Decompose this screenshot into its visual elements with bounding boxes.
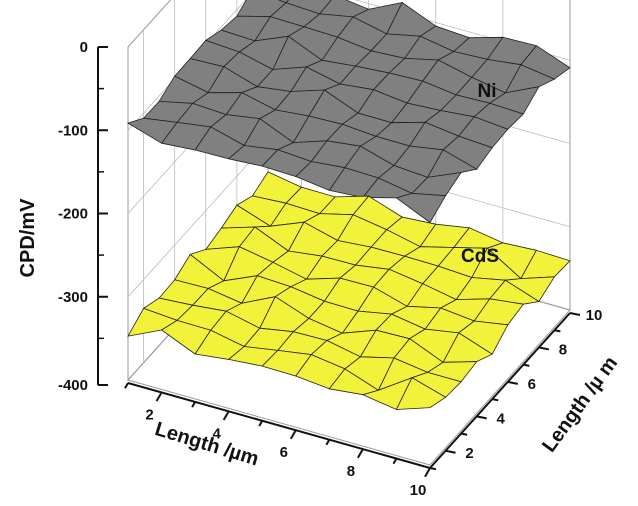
y-tick [476,415,487,420]
y-tick-label: 4 [496,410,505,427]
x-tick [357,448,364,459]
y-tick-label: 6 [528,376,536,393]
y-tick-label: 8 [559,341,567,358]
x-tick [325,439,331,446]
x-axis-line [127,382,431,469]
y-tick [492,398,499,402]
z-axis-title: CPD/mV [17,198,39,278]
series-label-cds: CdS [461,246,499,267]
x-axis-title: Length /µm [152,418,261,470]
x-tick [155,391,163,402]
x-tick [424,467,431,478]
z-tick-label: 0 [80,39,88,56]
x-tick-label: 8 [347,463,355,480]
y-tick [538,346,550,351]
surface-cell [395,377,447,410]
y-tick [429,467,437,471]
y-tick [445,449,456,454]
x-tick [392,458,398,465]
x-tick-label: 2 [145,406,153,423]
series-label-ni: Ni [478,81,497,102]
x-tick [222,410,230,421]
surface-cell [395,192,447,224]
y-tick [569,312,581,316]
y-tick [554,329,561,333]
z-tick-label: -300 [58,289,88,306]
y-tick [523,363,530,367]
z-tick-label: -100 [58,122,88,139]
x-tick-label: 4 [212,425,221,442]
surface-cds [127,171,571,411]
z-tick-label: -200 [58,206,88,223]
y-tick-label: 2 [465,445,473,462]
surface-ni [127,0,571,224]
y-axis-line [429,312,571,469]
x-tick-label: 6 [280,444,288,461]
y-tick-label: 10 [586,307,603,324]
y-tick [507,380,518,385]
z-tick-label: -400 [58,377,88,394]
x-tick [191,401,196,408]
x-tick [258,420,264,427]
x-tick [289,429,297,440]
x-tick [124,382,129,389]
chart-axes: 0 -100 -200 -300 -400 2 4 6 8 10 2 4 6 8 10 [58,39,602,499]
y-tick [460,432,468,436]
x-tick-label: 10 [410,482,427,499]
y-axis-title: Length /µ m [538,352,622,456]
